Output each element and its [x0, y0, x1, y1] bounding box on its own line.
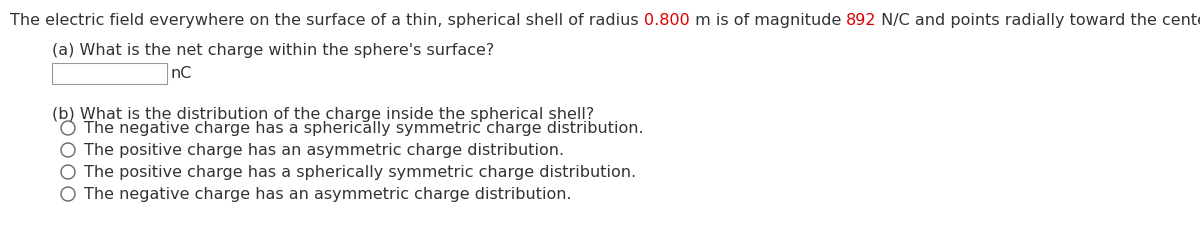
Text: The negative charge has an asymmetric charge distribution.: The negative charge has an asymmetric ch…	[84, 186, 571, 202]
Text: The negative charge has a spherically symmetric charge distribution.: The negative charge has a spherically sy…	[84, 120, 643, 136]
Text: The electric field everywhere on the surface of a thin, spherical shell of radiu: The electric field everywhere on the sur…	[10, 13, 643, 28]
Text: (a) What is the net charge within the sphere's surface?: (a) What is the net charge within the sp…	[52, 43, 494, 58]
Text: 0.800: 0.800	[643, 13, 690, 28]
Text: 892: 892	[846, 13, 876, 28]
Bar	[52, 63, 167, 84]
Text: (b) What is the distribution of the charge inside the spherical shell?: (b) What is the distribution of the char…	[52, 107, 594, 122]
Text: nC: nC	[172, 66, 192, 81]
Text: The positive charge has a spherically symmetric charge distribution.: The positive charge has a spherically sy…	[84, 164, 636, 180]
Text: N/C and points radially toward the center of the sphere.: N/C and points radially toward the cente…	[876, 13, 1200, 28]
Text: m is of magnitude: m is of magnitude	[690, 13, 846, 28]
Text: The positive charge has an asymmetric charge distribution.: The positive charge has an asymmetric ch…	[84, 142, 564, 158]
